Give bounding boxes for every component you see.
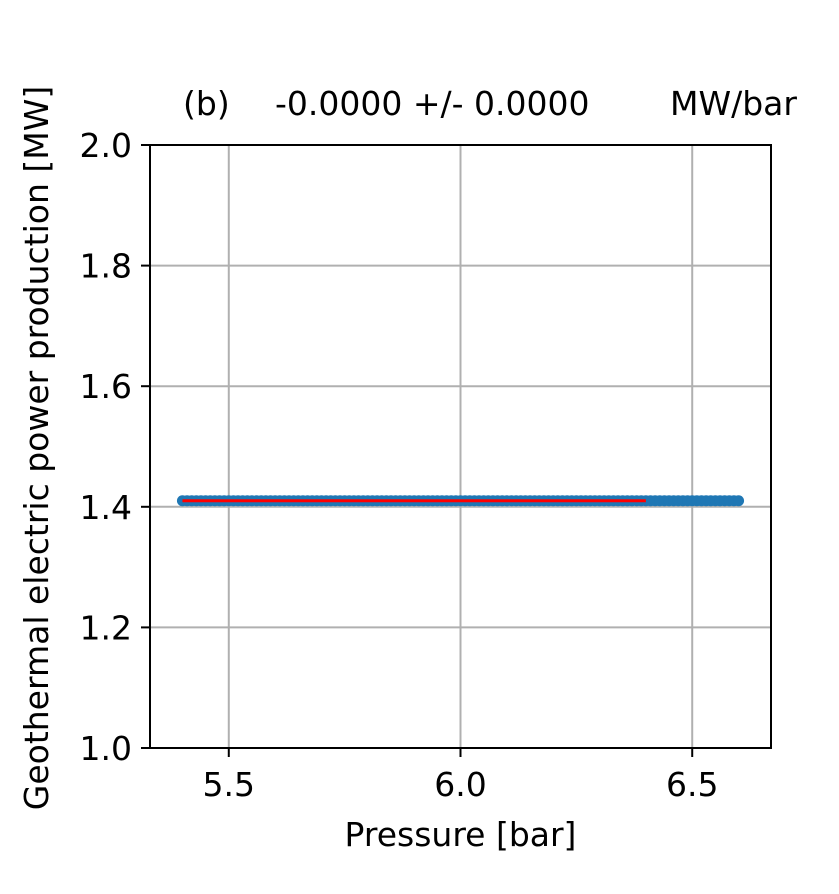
x-axis-label: Pressure [bar]: [345, 815, 577, 854]
y-tick-label: 1.6: [80, 367, 132, 406]
y-tick-label: 1.8: [80, 247, 132, 286]
y-axis-label: Geothermal electric power production [MW…: [17, 86, 56, 811]
data-layer: [176, 495, 745, 507]
chart-title-value: -0.0000 +/- 0.0000: [275, 84, 590, 123]
y-tick-label: 1.2: [80, 608, 132, 647]
y-tick-label: 2.0: [80, 126, 132, 165]
chart-title-unit: MW/bar: [670, 84, 797, 123]
y-tick-label: 1.0: [80, 729, 132, 768]
grid-lines: [150, 144, 771, 749]
tick-layer: 5.5 6.0 6.5 1.0 1.2 1.4 1.6 1.8 2.0: [80, 126, 719, 804]
x-tick-label: 5.5: [203, 765, 255, 804]
scatter-point: [733, 495, 745, 507]
y-tick-label: 1.4: [80, 488, 132, 527]
x-tick-label: 6.5: [666, 765, 718, 804]
chart-title-panel: (b): [183, 84, 230, 123]
x-tick-label: 6.0: [434, 765, 486, 804]
